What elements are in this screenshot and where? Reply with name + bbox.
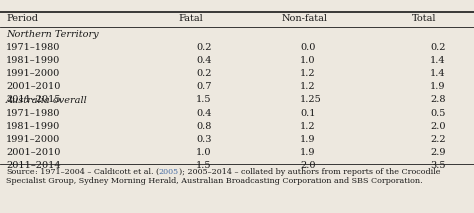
Text: Period: Period — [6, 14, 38, 23]
Text: 1991–2000: 1991–2000 — [6, 69, 60, 78]
Text: 0.4: 0.4 — [196, 56, 211, 65]
Text: 0.3: 0.3 — [196, 135, 211, 144]
Text: 1.2: 1.2 — [300, 69, 316, 78]
Text: 2.0: 2.0 — [300, 161, 316, 170]
Text: 0.0: 0.0 — [300, 43, 315, 52]
Text: 1.9: 1.9 — [300, 148, 316, 157]
Text: 2.9: 2.9 — [430, 148, 446, 157]
Text: 1.0: 1.0 — [196, 148, 211, 157]
Text: 2.0: 2.0 — [430, 122, 446, 131]
Text: 0.5: 0.5 — [430, 109, 446, 118]
Text: 2011–2015: 2011–2015 — [6, 95, 61, 104]
Text: Specialist Group, Sydney Morning Herald, Australian Broadcasting Corporation and: Specialist Group, Sydney Morning Herald,… — [6, 177, 423, 185]
Text: 1981–1990: 1981–1990 — [6, 122, 60, 131]
Text: 0.8: 0.8 — [196, 122, 211, 131]
Text: 2.2: 2.2 — [430, 135, 446, 144]
Text: : 1971–2004 – Caldicott et al. (: : 1971–2004 – Caldicott et al. ( — [35, 168, 159, 176]
Text: 1.0: 1.0 — [300, 56, 316, 65]
Text: Total: Total — [412, 14, 437, 23]
Text: 3.5: 3.5 — [430, 161, 446, 170]
Text: 2.8: 2.8 — [430, 95, 446, 104]
Text: 1.5: 1.5 — [196, 161, 211, 170]
Text: 1991–2000: 1991–2000 — [6, 135, 60, 144]
Text: Fatal: Fatal — [178, 14, 203, 23]
Text: 0.1: 0.1 — [300, 109, 316, 118]
Text: 1.9: 1.9 — [430, 82, 446, 91]
Text: 0.4: 0.4 — [196, 109, 211, 118]
Text: 2011–2014: 2011–2014 — [6, 161, 61, 170]
Text: 1.2: 1.2 — [300, 82, 316, 91]
Text: 1971–1980: 1971–1980 — [6, 43, 60, 52]
Text: Australia overall: Australia overall — [6, 96, 88, 105]
Text: Non-fatal: Non-fatal — [282, 14, 328, 23]
Text: 1.4: 1.4 — [430, 56, 446, 65]
Text: 2001–2010: 2001–2010 — [6, 148, 60, 157]
Text: Source: Source — [6, 168, 35, 176]
Text: 0.2: 0.2 — [430, 43, 446, 52]
Text: 0.2: 0.2 — [196, 43, 211, 52]
Text: 2005: 2005 — [159, 168, 179, 176]
Text: 2001–2010: 2001–2010 — [6, 82, 60, 91]
Text: 0.2: 0.2 — [196, 69, 211, 78]
Text: 0.7: 0.7 — [196, 82, 211, 91]
Text: 1.9: 1.9 — [300, 135, 316, 144]
Text: Northern Territory: Northern Territory — [6, 30, 99, 39]
Text: 1.2: 1.2 — [300, 122, 316, 131]
Text: ); 2005–2014 – collated by authors from reports of the Crocodile: ); 2005–2014 – collated by authors from … — [179, 168, 440, 176]
Text: 1981–1990: 1981–1990 — [6, 56, 60, 65]
Text: 1.5: 1.5 — [196, 95, 211, 104]
Text: 1.25: 1.25 — [300, 95, 322, 104]
Text: 1971–1980: 1971–1980 — [6, 109, 60, 118]
Text: 1.4: 1.4 — [430, 69, 446, 78]
